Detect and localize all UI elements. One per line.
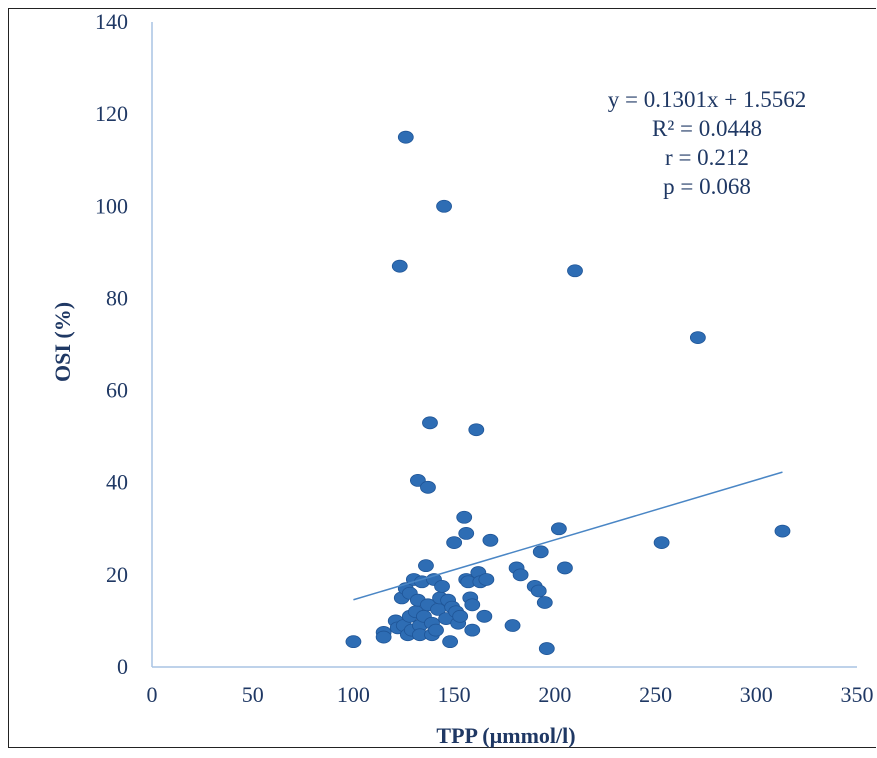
data-point bbox=[456, 510, 473, 524]
data-point bbox=[442, 635, 459, 649]
x-tick-label: 200 bbox=[538, 682, 571, 707]
data-point bbox=[536, 596, 553, 609]
data-point bbox=[446, 536, 463, 550]
data-point bbox=[689, 331, 706, 344]
data-point bbox=[464, 623, 481, 637]
y-tick-labels: 0 20 40 60 80 100 120 140 bbox=[95, 9, 128, 679]
data-point bbox=[774, 524, 791, 538]
data-point bbox=[557, 561, 573, 575]
data-point bbox=[476, 609, 493, 623]
axes bbox=[151, 22, 857, 668]
data-point bbox=[418, 559, 434, 573]
data-point bbox=[504, 619, 521, 632]
x-axis-title: TPP (µmmol/l) bbox=[436, 723, 575, 748]
y-axis-title: OSI (%) bbox=[50, 302, 75, 382]
data-point bbox=[345, 635, 362, 649]
data-point bbox=[464, 598, 481, 612]
x-tick-label: 50 bbox=[242, 682, 264, 707]
data-point bbox=[434, 579, 450, 593]
x-tick-label: 150 bbox=[438, 682, 471, 707]
data-point bbox=[538, 642, 555, 655]
annotation-line: R² = 0.0448 bbox=[652, 116, 762, 141]
chart-frame bbox=[8, 8, 876, 748]
data-point bbox=[420, 480, 436, 494]
data-points bbox=[345, 130, 791, 655]
data-point bbox=[512, 568, 529, 582]
data-point bbox=[468, 423, 485, 437]
y-tick-label: 60 bbox=[106, 378, 128, 403]
data-point bbox=[550, 522, 567, 536]
data-point bbox=[478, 573, 495, 586]
y-tick-label: 80 bbox=[106, 285, 128, 310]
x-tick-label: 0 bbox=[147, 682, 158, 707]
data-point bbox=[567, 264, 583, 278]
trendline-layer bbox=[353, 471, 783, 601]
x-tick-label: 100 bbox=[337, 682, 370, 707]
y-tick-label: 40 bbox=[106, 470, 128, 495]
data-point bbox=[436, 199, 452, 213]
data-point bbox=[428, 623, 444, 637]
annotation-line: p = 0.068 bbox=[663, 174, 751, 199]
data-point bbox=[653, 536, 670, 550]
x-tick-labels: 0 50 100 150 200 250 300 350 bbox=[147, 682, 874, 707]
data-point bbox=[530, 584, 547, 598]
y-tick-label: 140 bbox=[95, 9, 128, 34]
data-point bbox=[532, 545, 549, 559]
x-tick-label: 250 bbox=[639, 682, 672, 707]
annotation-line: r = 0.212 bbox=[665, 145, 749, 170]
data-point bbox=[391, 259, 408, 273]
data-point bbox=[458, 526, 475, 540]
x-tick-label: 300 bbox=[740, 682, 773, 707]
y-tick-label: 20 bbox=[106, 562, 128, 587]
x-tick-label: 350 bbox=[841, 682, 874, 707]
trendline bbox=[353, 471, 783, 601]
y-tick-label: 0 bbox=[117, 654, 128, 679]
data-point bbox=[422, 416, 438, 430]
data-point bbox=[397, 130, 414, 144]
data-point bbox=[375, 630, 392, 644]
data-point bbox=[482, 533, 499, 547]
y-tick-label: 100 bbox=[95, 193, 128, 218]
regression-annotation: y = 0.1301x + 1.5562 R² = 0.0448 r = 0.212… bbox=[608, 87, 806, 199]
data-point bbox=[452, 609, 469, 623]
data-point bbox=[409, 474, 426, 487]
y-tick-label: 120 bbox=[95, 101, 128, 126]
annotation-line: y = 0.1301x + 1.5562 bbox=[608, 87, 806, 112]
